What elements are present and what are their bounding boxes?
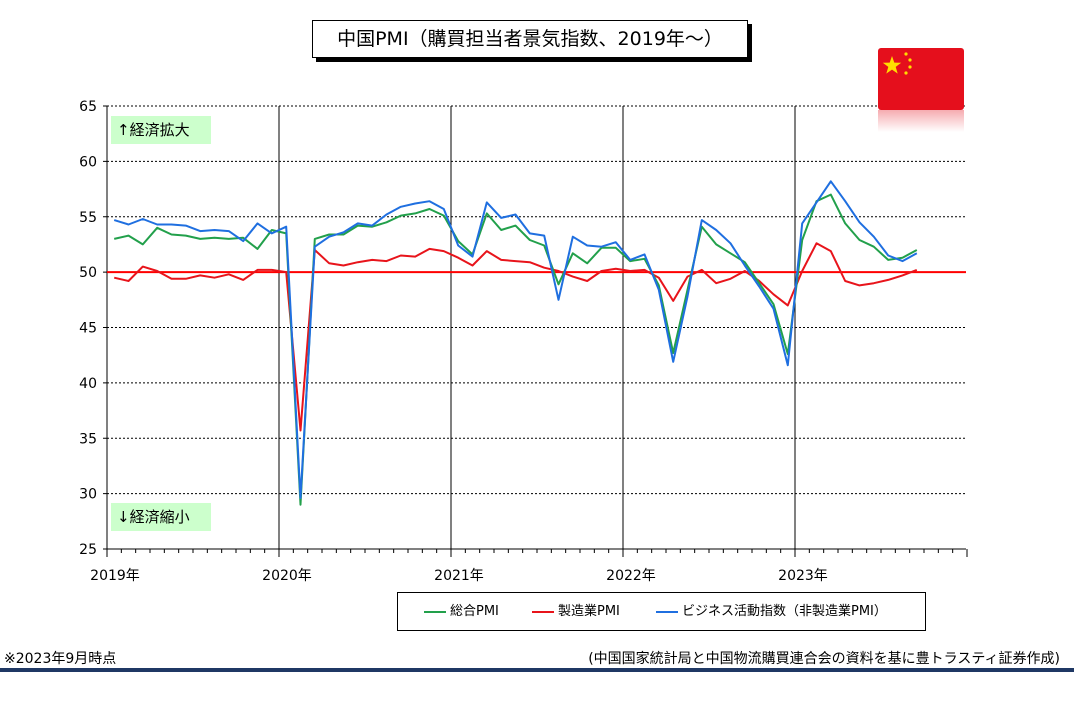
y-tick-label: 35 <box>79 431 97 447</box>
contraction-label: ↓経済縮小 <box>111 503 211 531</box>
chart-legend: 総合PMI 製造業PMI ビジネス活動指数（非製造業PMI） <box>397 592 926 631</box>
y-tick-label: 40 <box>79 376 97 392</box>
flag-reflection <box>878 110 964 132</box>
source-note: (中国国家統計局と中国物流購買連合会の資料を基に豊トラスティ証券作成) <box>588 651 1060 667</box>
series-line-manufacturing <box>113 242 918 432</box>
y-tick-label: 50 <box>79 265 97 281</box>
legend-swatch-composite <box>424 611 446 613</box>
y-tick-label: 65 <box>79 99 97 115</box>
legend-swatch-manufacturing <box>532 611 554 613</box>
expansion-label: ↑経済拡大 <box>111 116 211 144</box>
y-tick-label: 30 <box>79 487 97 503</box>
y-tick-label: 25 <box>79 542 97 558</box>
legend-label-manufacturing: 製造業PMI <box>558 604 620 619</box>
y-tick-label: 55 <box>79 210 97 226</box>
legend-label-non-manufacturing: ビジネス活動指数（非製造業PMI） <box>682 604 887 619</box>
bottom-divider <box>0 668 1074 672</box>
china-flag-icon <box>878 48 964 110</box>
y-tick-label: 45 <box>79 321 97 337</box>
y-tick-label: 60 <box>79 154 97 170</box>
legend-swatch-non-manufacturing <box>656 611 678 613</box>
x-tick-label: 2020年 <box>262 568 312 584</box>
chart-title: 中国PMI（購買担当者景気指数、2019年～） <box>312 20 748 58</box>
x-tick-label: 2019年 <box>90 568 140 584</box>
data-date-note: ※2023年9月時点 <box>4 651 117 667</box>
legend-label-composite: 総合PMI <box>450 604 499 619</box>
x-tick-label: 2021年 <box>434 568 484 584</box>
series-line-non-manufacturing <box>113 180 918 500</box>
x-tick-label: 2022年 <box>606 568 656 584</box>
series-line-composite <box>113 193 918 506</box>
x-tick-label: 2023年 <box>778 568 828 584</box>
